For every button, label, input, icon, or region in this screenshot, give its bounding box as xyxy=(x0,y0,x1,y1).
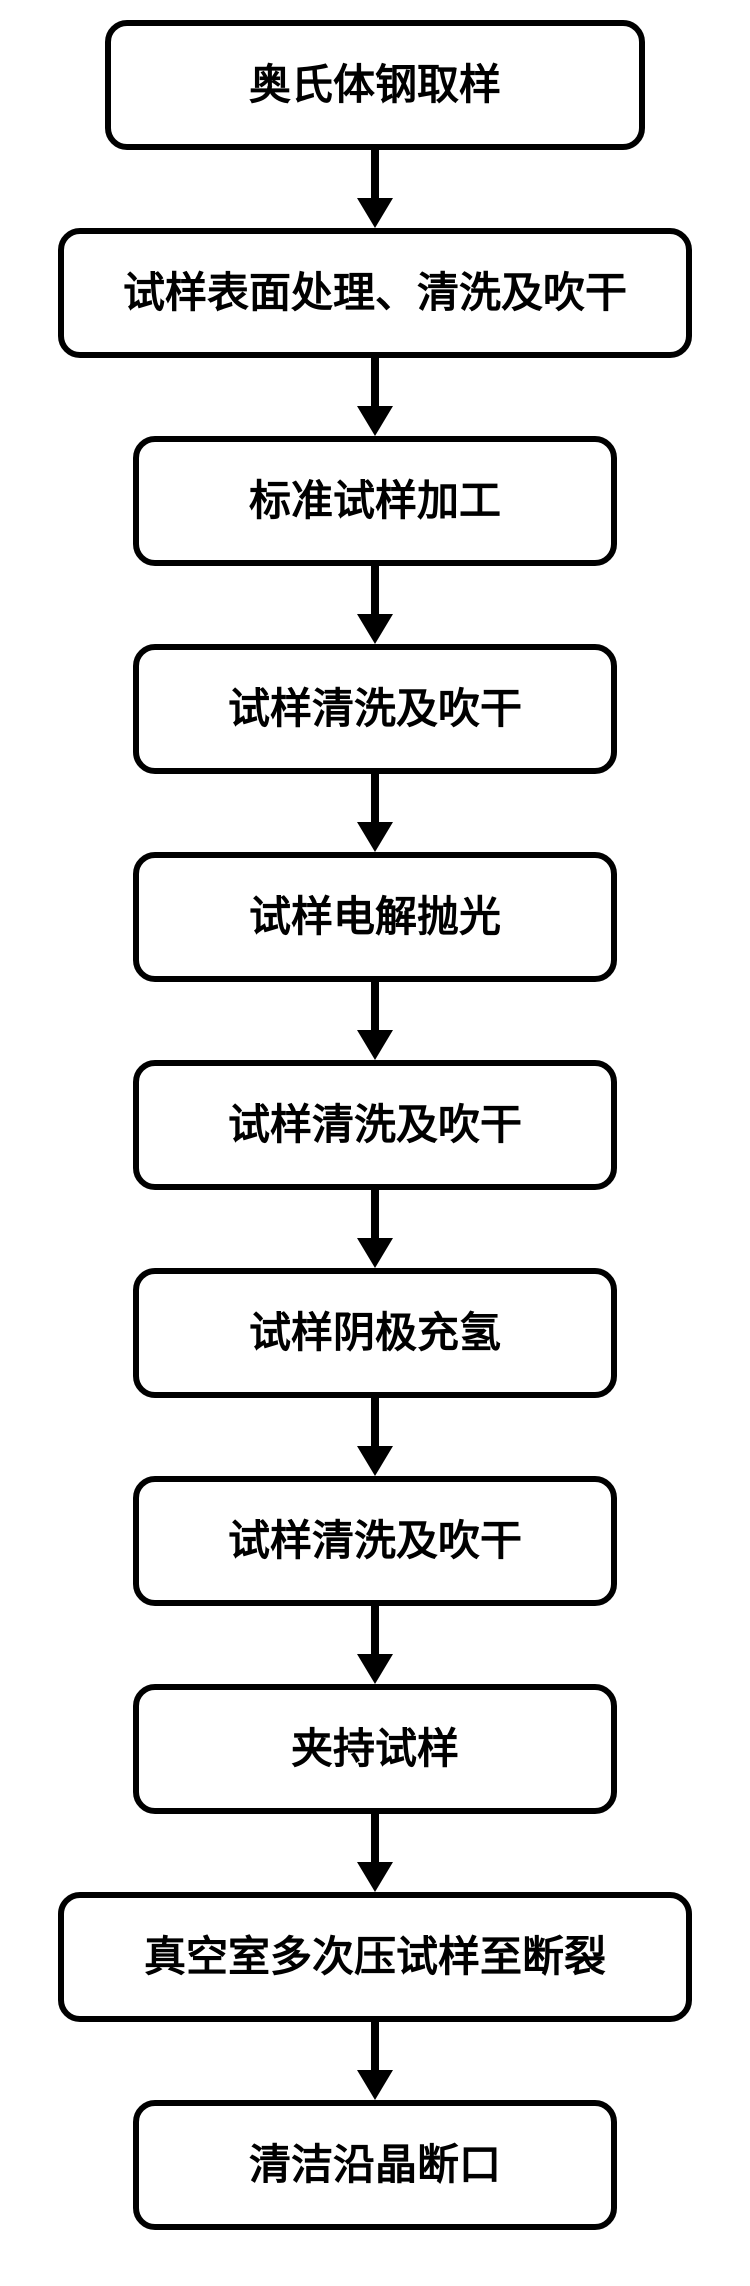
flow-arrow-line xyxy=(371,982,379,1030)
flow-arrow-line xyxy=(371,774,379,822)
flow-node-label: 夹持试样 xyxy=(291,1726,459,1772)
flow-arrow-head xyxy=(357,2070,393,2100)
flow-arrow-head xyxy=(357,1030,393,1060)
flow-arrow-head xyxy=(357,406,393,436)
flow-arrow-head xyxy=(357,1654,393,1684)
flow-arrow-line xyxy=(371,1190,379,1238)
flow-arrow-head xyxy=(357,1446,393,1476)
flow-node-label: 试样电解抛光 xyxy=(249,894,501,940)
flow-arrow-line xyxy=(371,566,379,614)
flow-arrow-line xyxy=(371,150,379,198)
flow-node-n9: 真空室多次压试样至断裂 xyxy=(58,1892,692,2022)
flow-node-n6: 试样阴极充氢 xyxy=(133,1268,617,1398)
flow-arrow-head xyxy=(357,198,393,228)
flow-node-n5: 试样清洗及吹干 xyxy=(133,1060,617,1190)
flow-node-label: 清洁沿晶断口 xyxy=(249,2142,501,2188)
flow-arrow-line xyxy=(371,2022,379,2070)
flow-node-label: 试样清洗及吹干 xyxy=(228,1518,522,1564)
flow-node-n7: 试样清洗及吹干 xyxy=(133,1476,617,1606)
flow-arrow-line xyxy=(371,1814,379,1862)
flow-node-n8: 夹持试样 xyxy=(133,1684,617,1814)
flow-node-label: 试样表面处理、清洗及吹干 xyxy=(123,270,627,316)
flow-node-n3: 试样清洗及吹干 xyxy=(133,644,617,774)
flow-node-n4: 试样电解抛光 xyxy=(133,852,617,982)
flow-node-n2: 标准试样加工 xyxy=(133,436,617,566)
flow-arrow-head xyxy=(357,614,393,644)
flow-arrow-head xyxy=(357,1238,393,1268)
flow-node-label: 试样清洗及吹干 xyxy=(228,686,522,732)
flow-node-label: 真空室多次压试样至断裂 xyxy=(144,1934,606,1980)
flow-node-n0: 奥氏体钢取样 xyxy=(105,20,645,150)
flow-node-label: 试样清洗及吹干 xyxy=(228,1102,522,1148)
flow-node-n10: 清洁沿晶断口 xyxy=(133,2100,617,2230)
flow-arrow-line xyxy=(371,358,379,406)
flow-node-label: 奥氏体钢取样 xyxy=(249,62,501,108)
flow-node-label: 标准试样加工 xyxy=(249,478,501,524)
flow-node-n1: 试样表面处理、清洗及吹干 xyxy=(58,228,692,358)
flow-node-label: 试样阴极充氢 xyxy=(249,1310,501,1356)
flowchart-canvas: 奥氏体钢取样试样表面处理、清洗及吹干标准试样加工试样清洗及吹干试样电解抛光试样清… xyxy=(0,0,750,2286)
flow-arrow-head xyxy=(357,822,393,852)
flow-arrow-head xyxy=(357,1862,393,1892)
flow-arrow-line xyxy=(371,1398,379,1446)
flow-arrow-line xyxy=(371,1606,379,1654)
